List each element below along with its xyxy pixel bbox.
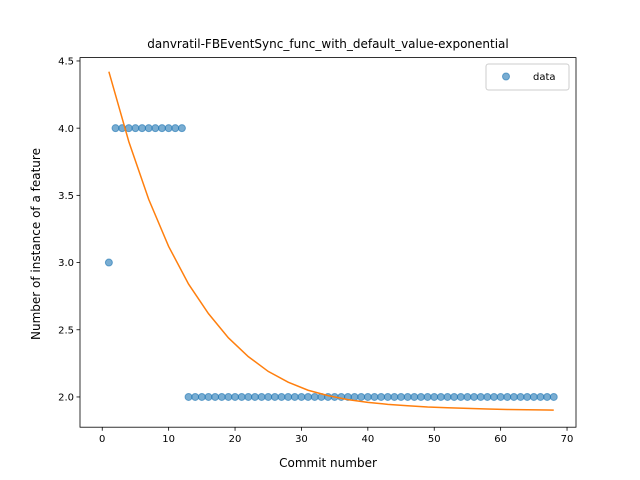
legend-label-data: data — [533, 72, 556, 83]
data-point — [197, 392, 206, 401]
data-point — [277, 392, 286, 401]
x-tick-label: 70 — [561, 434, 574, 445]
x-tick-label: 20 — [229, 434, 242, 445]
x-tick-label: 60 — [494, 434, 507, 445]
data-point — [403, 392, 412, 401]
data-point — [363, 392, 372, 401]
data-point — [204, 392, 213, 401]
data-point — [516, 392, 525, 401]
data-point — [224, 392, 233, 401]
data-point — [237, 392, 246, 401]
y-tick-label: 4.5 — [58, 57, 74, 68]
data-point — [450, 392, 459, 401]
x-tick-label: 50 — [428, 434, 441, 445]
data-point — [144, 124, 153, 133]
data-point — [430, 392, 439, 401]
y-axis-label: Number of instance of a feature — [29, 148, 43, 340]
y-tick-label: 3.5 — [58, 191, 74, 202]
x-tick-label: 10 — [162, 434, 175, 445]
data-point — [383, 392, 392, 401]
data-point — [496, 392, 505, 401]
data-point — [104, 258, 113, 267]
data-point — [456, 392, 465, 401]
data-point — [264, 392, 273, 401]
data-point — [257, 392, 266, 401]
x-axis-label: Commit number — [279, 456, 377, 470]
data-point — [250, 392, 259, 401]
axes-frame — [79, 57, 577, 428]
data-point — [350, 392, 359, 401]
data-point — [304, 392, 313, 401]
data-point — [191, 392, 200, 401]
data-point — [184, 392, 193, 401]
chart-title: danvratil-FBEventSync_func_with_default_… — [147, 37, 508, 51]
data-point — [151, 124, 160, 133]
data-point — [290, 392, 299, 401]
data-point — [529, 392, 538, 401]
data-point — [397, 392, 406, 401]
data-point — [416, 392, 425, 401]
data-point — [211, 392, 220, 401]
data-point — [390, 392, 399, 401]
data-point — [111, 124, 120, 133]
data-point — [357, 392, 366, 401]
data-point — [231, 392, 240, 401]
data-point — [370, 392, 379, 401]
data-point — [463, 392, 472, 401]
data-point — [443, 392, 452, 401]
data-point — [549, 392, 558, 401]
data-point — [217, 392, 226, 401]
data-point — [476, 392, 485, 401]
y-tick-label: 4.0 — [58, 124, 74, 135]
data-point — [536, 392, 545, 401]
data-point — [523, 392, 532, 401]
data-point — [483, 392, 492, 401]
legend-marker-data — [502, 72, 510, 81]
data-point — [310, 392, 319, 401]
data-point — [131, 124, 140, 133]
data-point — [509, 392, 518, 401]
data-point — [436, 392, 445, 401]
fit-curve-line — [108, 71, 554, 411]
data-point — [377, 392, 386, 401]
legend-box — [485, 63, 570, 91]
data-point — [503, 392, 512, 401]
y-tick-label: 3.0 — [58, 258, 74, 269]
data-point — [470, 392, 479, 401]
data-point — [410, 392, 419, 401]
y-tick-label: 2.0 — [58, 393, 74, 404]
plot-area: 0 10 20 30 40 50 60 70 2.0 2.5 3.0 3.5 4.0 4.5 data — [58, 57, 577, 445]
x-tick-label: 0 — [99, 434, 105, 445]
data-point — [543, 392, 552, 401]
data-point — [270, 392, 279, 401]
data-point — [423, 392, 432, 401]
data-point — [244, 392, 253, 401]
legend: data — [485, 63, 570, 91]
data-point — [177, 124, 186, 133]
data-point — [164, 124, 173, 133]
y-tick-label: 2.5 — [58, 325, 74, 336]
data-point — [138, 124, 147, 133]
data-point — [489, 392, 498, 401]
data-point — [158, 124, 167, 133]
x-tick-label: 40 — [361, 434, 374, 445]
data-point — [297, 392, 306, 401]
series-layer — [104, 71, 558, 411]
data-point — [171, 124, 180, 133]
x-tick-label: 30 — [295, 434, 308, 445]
data-point — [284, 392, 293, 401]
